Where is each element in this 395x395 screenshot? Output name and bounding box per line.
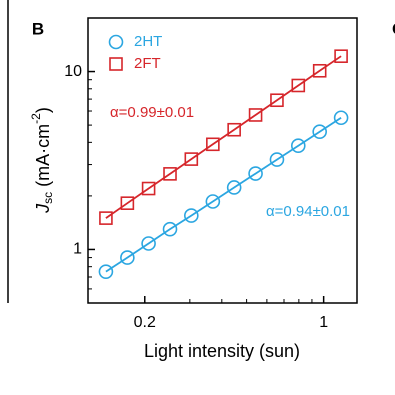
circle-marker [226,180,242,195]
square-marker [291,78,306,93]
circle-marker [162,221,178,237]
y-axis-label: Jsc (mA·cm-2) [29,107,55,214]
y-tick-label: 10 [64,63,82,80]
square-marker [141,181,156,196]
circle-marker [98,264,114,279]
y-label-subscript: sc [41,192,55,204]
circle-marker [120,250,135,265]
square-marker [334,49,348,63]
circle-marker [269,152,285,167]
square-marker [248,108,263,122]
circle-marker [205,194,221,209]
y-tick-label: 1 [73,241,82,258]
legend-marker [108,34,124,50]
circle-marker [248,166,263,181]
circle-marker [312,124,327,140]
x-axis-label: Light intensity (sun) [144,341,300,361]
fit-line [105,116,342,273]
y-label-symbol: J [33,203,53,214]
circle-marker [333,110,349,126]
fit-line [105,55,342,219]
annotation: α=0.94±0.01 [266,203,350,220]
legend-label: 2HT [134,33,162,50]
legend-marker [109,57,123,71]
square-marker [120,196,135,210]
square-marker [270,93,284,108]
square-marker [206,137,220,152]
square-marker [227,122,241,137]
legend-label: 2FT [134,55,161,72]
circle-marker [141,236,156,251]
plot-frame [87,17,358,304]
x-tick-label: 0.2 [134,314,156,331]
circle-marker [290,138,306,153]
y-label-exponent: -2 [29,113,43,124]
neighbor-panel-label: C [392,19,395,38]
square-marker [312,63,327,78]
panel-label: B [32,19,44,38]
y-label-close: ) [33,107,53,113]
square-marker [163,167,177,181]
x-tick-label: 1 [319,314,328,331]
annotation: α=0.99±0.01 [110,104,194,121]
y-label-unit: (mA·cm [33,124,53,192]
square-marker [99,211,113,225]
square-marker [184,152,199,166]
circle-marker [184,208,199,223]
